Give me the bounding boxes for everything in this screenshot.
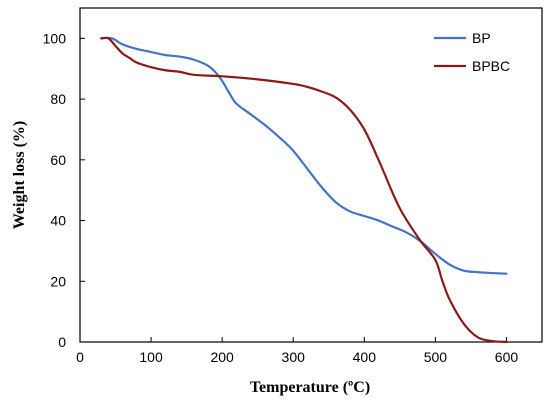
x-tick-label: 400 [353,349,377,365]
y-axis-ticks: 0 20 40 60 80 100 [43,30,85,350]
x-tick-label: 600 [495,349,519,365]
plot-frame [79,7,543,343]
y-tick-label: 80 [50,91,66,107]
y-tick-label: 60 [50,152,66,168]
x-tick-label: 100 [139,349,163,365]
x-tick-label: 0 [76,349,84,365]
series-layer [100,36,508,344]
legend-label-bpbc: BPBC [472,58,510,74]
x-tick-label: 200 [210,349,234,365]
y-tick-label: 0 [58,334,66,350]
y-tick-label: 20 [50,273,66,289]
y-tick-label: 100 [43,30,67,46]
legend-label-bp: BP [472,30,491,46]
x-tick-label: 500 [424,349,448,365]
y-tick-label: 40 [50,213,66,229]
legend: BP BPBC [434,30,510,74]
x-tick-label: 300 [282,349,306,365]
series-line-bp [100,36,508,275]
y-axis-title: Weight loss (%) [11,121,28,229]
x-axis-ticks: 0 100 200 300 400 500 600 [76,337,518,365]
series-line-bpbc [100,36,508,344]
x-axis-title: Temperature (ºC) [250,379,370,396]
